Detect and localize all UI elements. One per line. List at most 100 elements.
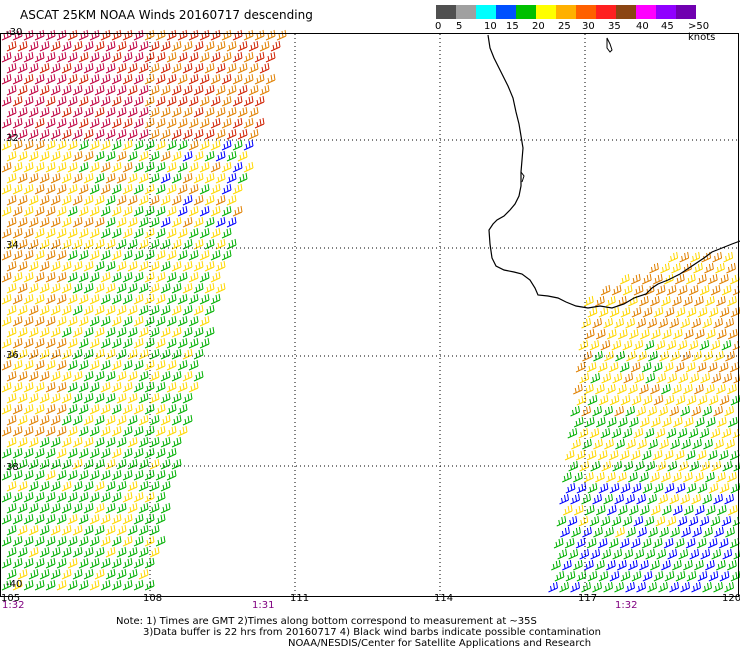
wind-barb [584, 504, 595, 516]
wind-barb [100, 557, 111, 569]
wind-barb [100, 117, 111, 129]
wind-barb [655, 284, 666, 296]
wind-barb [23, 359, 34, 371]
wind-barb [210, 117, 221, 129]
wind-barb [50, 480, 61, 492]
wind-barb [61, 282, 72, 294]
wind-barb [254, 95, 265, 107]
wind-barb [722, 460, 733, 472]
wind-barb [56, 95, 67, 107]
wind-barb [111, 403, 122, 415]
legend-color-swatch [656, 5, 676, 19]
wind-barb [199, 95, 210, 107]
wind-barb [34, 557, 45, 569]
wind-barb [210, 293, 221, 305]
wind-barb [683, 471, 693, 483]
wind-barb [692, 438, 702, 450]
wind-barb [636, 317, 646, 329]
wind-barb [89, 51, 100, 63]
wind-barb [94, 216, 105, 228]
wind-barb [199, 29, 210, 41]
wind-barb [89, 403, 100, 415]
wind-barb [160, 62, 171, 74]
wind-barb [116, 458, 127, 470]
wind-barb [72, 62, 83, 74]
wind-barb [611, 427, 622, 439]
wind-barb [149, 172, 160, 184]
wind-barb [188, 161, 199, 173]
wind-barb [716, 328, 727, 340]
wind-barb [587, 482, 598, 494]
wind-barb [685, 361, 696, 373]
wind-barb [642, 482, 653, 494]
wind-barb [674, 449, 685, 461]
wind-barb [67, 117, 78, 129]
wind-barb [67, 51, 78, 63]
wind-barb [587, 570, 598, 582]
wind-barb [67, 161, 78, 173]
wind-barb [705, 559, 715, 571]
wind-barb [679, 251, 690, 263]
wind-barb [171, 238, 182, 250]
wind-barb [655, 339, 666, 351]
wind-barb [648, 438, 658, 450]
wind-barb [628, 383, 638, 395]
wind-barb [639, 295, 649, 307]
wind-barb [1, 293, 12, 305]
wind-barb [94, 392, 105, 404]
wind-barb [685, 449, 696, 461]
wind-barb [678, 460, 689, 472]
wind-barb [133, 161, 144, 173]
wind-barb [133, 425, 144, 437]
wind-barb [45, 139, 56, 151]
wind-barb [559, 581, 569, 593]
wind-barb [94, 524, 105, 536]
wind-barb-swaths [1, 29, 740, 593]
wind-barb [17, 326, 28, 338]
wind-barb [166, 447, 177, 459]
wind-barb [611, 284, 622, 296]
wind-barb [45, 359, 56, 371]
wind-barb [686, 482, 697, 494]
wind-barb [623, 372, 634, 384]
wind-barb [61, 524, 72, 536]
wind-barb [693, 262, 703, 274]
wind-barb [133, 205, 144, 217]
wind-barb [12, 95, 23, 107]
wind-barb [100, 535, 111, 547]
wind-barb [61, 304, 72, 316]
wind-barb [570, 405, 580, 417]
wind-barb [83, 304, 94, 316]
wind-barb [193, 326, 204, 338]
wind-barb [94, 502, 105, 514]
wind-barb [116, 194, 127, 206]
wind-barb [226, 128, 237, 140]
wind-barb [711, 548, 722, 560]
wind-barb [727, 416, 738, 428]
wind-barb [1, 183, 12, 195]
wind-barb [1, 535, 12, 547]
wind-barb [56, 293, 67, 305]
wind-barb [94, 260, 105, 272]
wind-barb [23, 249, 34, 261]
wind-barb [177, 161, 188, 173]
wind-barb [587, 394, 598, 406]
wind-barb [89, 183, 100, 195]
wind-barb [686, 306, 697, 318]
wind-barb [149, 458, 160, 470]
wind-barb [171, 326, 182, 338]
wind-barb [619, 273, 630, 285]
wind-barb [127, 260, 138, 272]
wind-barb [672, 328, 683, 340]
wind-barb [237, 62, 248, 74]
wind-barb [72, 458, 83, 470]
wind-barb [595, 383, 605, 395]
wind-barb [707, 273, 718, 285]
wind-barb [105, 282, 116, 294]
wind-barb [686, 394, 697, 406]
wind-barb [1, 227, 12, 239]
wind-barb [177, 29, 188, 41]
wind-barb [45, 579, 56, 591]
wind-barb [608, 537, 619, 549]
wind-barb [105, 502, 116, 514]
